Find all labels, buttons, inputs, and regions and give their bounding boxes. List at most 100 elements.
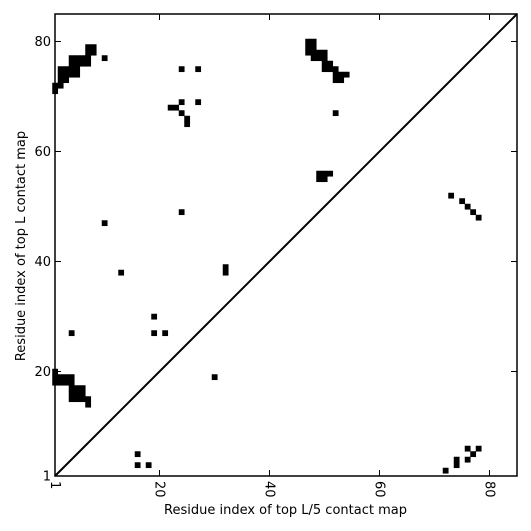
y-tick-label: 40 (34, 255, 51, 270)
contact-cell-top-l (310, 55, 317, 62)
contact-cell-top-l (68, 396, 75, 403)
contact-cell-top-l (68, 374, 75, 381)
contact-cell-top-l (68, 385, 75, 392)
contact-cell-top-l (316, 170, 323, 177)
contact-cell-top-l (85, 44, 92, 51)
contact-cell-top-l (63, 379, 70, 386)
contact-cell-top-l (310, 44, 317, 51)
contact-cell-top-l (85, 396, 92, 403)
contact-cell-top-l (134, 462, 141, 469)
contact-cell-top-l (68, 71, 75, 78)
contact-cell-top-l (63, 66, 70, 73)
contact-cell-top-l (338, 77, 345, 84)
contact-cell-top-l (68, 390, 75, 397)
contact-cell-top-l (332, 77, 339, 84)
contact-cell-top-l (79, 396, 86, 403)
contact-cell-top-l (211, 374, 218, 381)
contact-cell-top-l (151, 313, 158, 320)
y-axis-label: Residue index of top L contact map (14, 131, 29, 361)
contact-cell-top-l (321, 176, 328, 183)
contact-cell-top-l (74, 66, 81, 73)
contact-cell-top-l (57, 374, 64, 381)
contact-cell-top-l (332, 110, 339, 117)
contact-cell-top-l5 (453, 456, 460, 463)
contact-cell-top-l (74, 55, 81, 62)
contact-cell-top-l (305, 38, 312, 45)
contact-cell-top-l (310, 49, 317, 56)
y-tick-label: 60 (34, 145, 51, 160)
contact-cells (52, 38, 482, 474)
contact-cell-top-l (85, 401, 92, 408)
contact-cell-top-l5 (470, 451, 477, 458)
contact-cell-top-l5 (453, 462, 460, 469)
plot-frame (54, 13, 518, 477)
contact-cell-top-l (310, 38, 317, 45)
contact-cell-top-l (68, 379, 75, 386)
contact-cell-top-l (178, 99, 185, 106)
contact-cell-top-l (327, 66, 334, 73)
contact-cell-top-l5 (448, 192, 455, 199)
contact-cell-top-l (74, 60, 81, 67)
x-tick-label: 40 (262, 481, 277, 498)
contact-cell-top-l (74, 390, 81, 397)
contact-cell-top-l (222, 264, 229, 271)
contact-cell-top-l (68, 66, 75, 73)
contact-cell-top-l (85, 60, 92, 67)
contact-cell-top-l (305, 49, 312, 56)
contact-cell-top-l (57, 71, 64, 78)
contact-cell-top-l (327, 60, 334, 67)
contact-cell-top-l (68, 330, 75, 337)
contact-cell-top-l (118, 269, 125, 276)
contact-cell-top-l (195, 66, 202, 73)
contact-cell-top-l (79, 55, 86, 62)
contact-cell-top-l5 (470, 209, 477, 216)
contact-cell-top-l (57, 77, 64, 84)
contact-cell-top-l (305, 44, 312, 51)
contact-cell-top-l (134, 451, 141, 458)
contact-cell-top-l (321, 60, 328, 67)
contact-cell-top-l (327, 170, 334, 177)
contact-cell-top-l5 (464, 203, 471, 210)
contact-cell-top-l (68, 60, 75, 67)
contact-cell-top-l (90, 44, 97, 51)
contact-cell-top-l (316, 176, 323, 183)
contact-cell-top-l (57, 66, 64, 73)
contact-cell-top-l (74, 71, 81, 78)
contact-cell-top-l (85, 49, 92, 56)
contact-cell-top-l (79, 385, 86, 392)
contact-cell-top-l (85, 55, 92, 62)
contact-cell-top-l (321, 49, 328, 56)
x-tick-label: 20 (152, 481, 167, 498)
contact-cell-top-l (321, 66, 328, 73)
x-axis-label: Residue index of top L/5 contact map (164, 503, 407, 518)
contact-cell-top-l (74, 396, 81, 403)
contact-cell-top-l5 (459, 198, 466, 205)
contact-cell-top-l (332, 71, 339, 78)
contact-cell-top-l (173, 104, 180, 111)
contact-cell-top-l (332, 66, 339, 73)
contact-cell-top-l5 (464, 445, 471, 452)
contact-cell-top-l (222, 269, 229, 276)
y-tick-label: 80 (34, 35, 51, 50)
contact-cell-top-l (68, 55, 75, 62)
contact-cell-top-l (178, 110, 185, 117)
contact-cell-top-l (167, 104, 174, 111)
diagonal-line (54, 13, 518, 477)
contact-cell-top-l (151, 330, 158, 337)
y-tick-label: 20 (34, 365, 51, 380)
contact-cell-top-l (321, 55, 328, 62)
x-tick-label: 60 (372, 481, 387, 498)
contact-cell-top-l (195, 99, 202, 106)
contact-cell-top-l (90, 49, 97, 56)
contact-cell-top-l (79, 390, 86, 397)
contact-cell-top-l (343, 71, 350, 78)
x-tick-label: 80 (482, 481, 497, 498)
axis-ticks: 1 20 40 60 80 1 20 40 60 80 (34, 14, 517, 498)
contact-cell-top-l (63, 374, 70, 381)
contact-cell-top-l (316, 49, 323, 56)
contact-cell-top-l (162, 330, 169, 337)
y-tick-label: 1 (43, 470, 51, 485)
contact-cell-top-l5 (475, 445, 482, 452)
contact-cell-top-l (57, 82, 64, 89)
